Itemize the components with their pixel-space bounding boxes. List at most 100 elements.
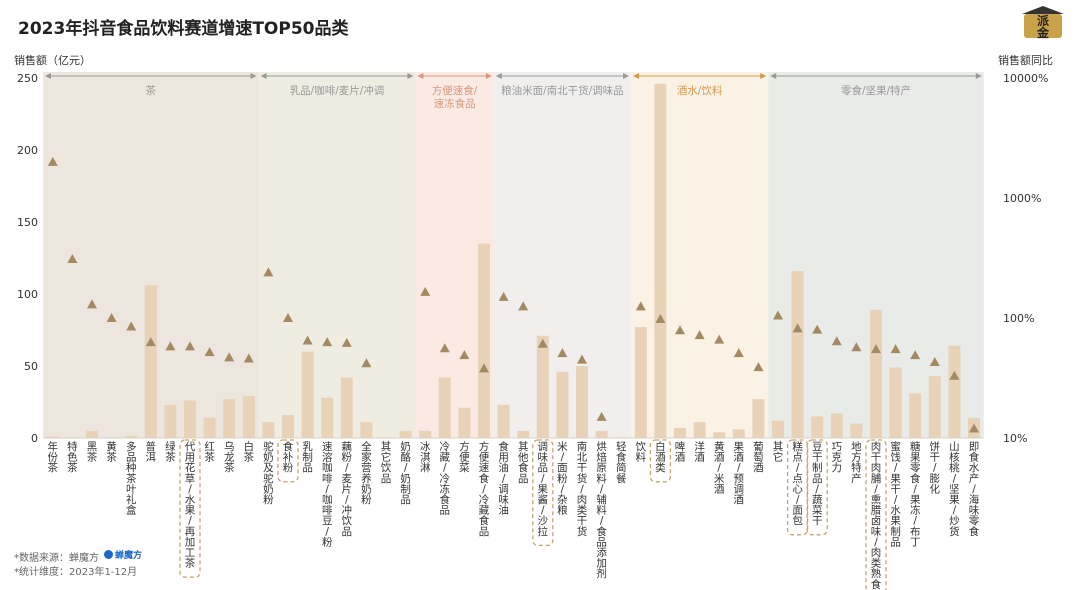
category-label: 藕粉/麦片/冲饮品 bbox=[342, 441, 353, 538]
growth-marker bbox=[753, 362, 764, 372]
category-label: 食用油/调味油 bbox=[498, 440, 509, 517]
category-label: 豆干制品/蔬菜干 bbox=[812, 441, 823, 527]
category-label: 冰淇淋 bbox=[420, 440, 431, 474]
bar bbox=[438, 377, 451, 438]
category-label: 糖果零食/果冻/布丁 bbox=[910, 440, 921, 548]
highlight-box bbox=[806, 439, 828, 536]
group-arrow-left bbox=[45, 73, 51, 79]
data-source-note: *数据来源：蝉魔方 bbox=[14, 553, 99, 564]
bar bbox=[536, 335, 549, 438]
bar bbox=[497, 404, 510, 438]
group-label: 酒水/饮料 bbox=[677, 84, 723, 97]
y2-tick-label: 10% bbox=[1003, 432, 1027, 445]
category-label: 肉干肉脯/熏腊卤味/肉类熟食 bbox=[871, 440, 882, 590]
group-arrow-left bbox=[770, 73, 777, 79]
highlight-box bbox=[786, 439, 809, 536]
growth-marker bbox=[302, 335, 313, 345]
bar bbox=[223, 399, 236, 438]
bar bbox=[203, 417, 216, 438]
bar bbox=[830, 413, 843, 438]
category-label: 代用花草/水果/再加工茶 bbox=[185, 441, 196, 570]
bar bbox=[889, 367, 902, 438]
bar bbox=[752, 399, 765, 438]
group-arrow-left bbox=[633, 73, 639, 79]
category-label: 奶酪/奶制品 bbox=[400, 441, 411, 506]
y2-tick-label: 1000% bbox=[1003, 192, 1041, 205]
category-label: 烘焙原料/辅料/食品添加剂 bbox=[596, 441, 607, 580]
growth-marker bbox=[439, 343, 450, 353]
category-label: 驼奶及驼奶粉 bbox=[263, 440, 274, 506]
bar bbox=[321, 397, 334, 438]
brand-icon bbox=[104, 550, 113, 559]
category-label: 普洱 bbox=[146, 440, 157, 464]
category-label: 多品种茶叶礼盒 bbox=[126, 440, 137, 517]
bar bbox=[928, 376, 941, 438]
bar bbox=[46, 436, 59, 438]
brand-label: 蝉魔方 bbox=[104, 548, 142, 561]
y2-tick-label: 100% bbox=[1003, 312, 1034, 325]
category-label: 食补粉 bbox=[283, 440, 294, 474]
bar bbox=[713, 432, 726, 438]
growth-marker bbox=[47, 156, 58, 166]
category-label: 巧克力 bbox=[832, 441, 843, 474]
y-tick-label: 50 bbox=[24, 360, 38, 373]
bar bbox=[360, 422, 373, 438]
growth-marker bbox=[596, 411, 607, 421]
growth-marker bbox=[714, 334, 725, 344]
growth-marker bbox=[949, 370, 960, 380]
group-arrow-right bbox=[760, 73, 767, 79]
category-label: 米/面粉/杂粮 bbox=[557, 440, 568, 517]
bar bbox=[340, 377, 353, 438]
growth-marker bbox=[243, 353, 254, 363]
y-tick-label: 0 bbox=[31, 432, 38, 445]
growth-marker bbox=[694, 330, 705, 340]
chart-title: 2023年抖音食品饮料赛道增速TOP50品类 bbox=[18, 19, 349, 39]
bar bbox=[517, 430, 530, 438]
bar bbox=[282, 414, 294, 438]
category-label: 黄酒/米酒 bbox=[714, 440, 725, 495]
bar bbox=[654, 83, 667, 438]
category-label: 其他食品 bbox=[518, 441, 529, 485]
category-label: 果酒/预调酒 bbox=[734, 441, 745, 506]
category-label: 方便速食/冷藏食品 bbox=[479, 440, 490, 538]
growth-marker bbox=[479, 363, 489, 373]
bar bbox=[419, 430, 432, 438]
growth-marker bbox=[773, 310, 783, 320]
growth-marker bbox=[322, 337, 333, 347]
y2-axis-label: 销售额同比 bbox=[998, 54, 1053, 67]
growth-marker bbox=[557, 348, 568, 358]
growth-marker bbox=[87, 299, 97, 309]
group-arrow-left bbox=[260, 73, 267, 79]
growth-marker bbox=[929, 356, 940, 366]
group-label: 茶 bbox=[146, 84, 157, 97]
category-label: 葡萄酒 bbox=[753, 440, 764, 474]
growth-marker bbox=[145, 337, 156, 347]
group-label: 乳品/咖啡/麦片/冲调 bbox=[290, 84, 385, 97]
bar bbox=[634, 327, 647, 438]
group-arrow-left bbox=[417, 73, 424, 79]
category-label: 蜜饯/果干/水果制品 bbox=[890, 440, 901, 548]
bar bbox=[948, 345, 961, 438]
growth-marker bbox=[537, 338, 548, 348]
category-label: 白茶 bbox=[244, 440, 255, 464]
highlight-box bbox=[532, 439, 554, 547]
bar bbox=[556, 371, 569, 438]
growth-marker bbox=[871, 344, 881, 354]
group-arrow-right bbox=[975, 73, 982, 79]
bar bbox=[576, 366, 588, 438]
group-arrow-right bbox=[623, 73, 629, 79]
bar bbox=[301, 351, 314, 438]
category-label: 即食水产/海味零食 bbox=[969, 441, 980, 538]
category-label: 山核桃/坚果/炒货 bbox=[949, 441, 960, 538]
growth-marker bbox=[224, 352, 235, 362]
y-tick-label: 200 bbox=[17, 144, 38, 157]
bar bbox=[184, 400, 196, 438]
group-background bbox=[631, 72, 769, 438]
y-tick-label: 250 bbox=[17, 72, 38, 85]
category-label: 黄茶 bbox=[106, 440, 117, 464]
bar bbox=[164, 404, 177, 438]
bar bbox=[791, 270, 804, 438]
bar bbox=[870, 309, 882, 438]
brand-text: 蝉魔方 bbox=[115, 551, 143, 561]
bar bbox=[478, 243, 490, 438]
